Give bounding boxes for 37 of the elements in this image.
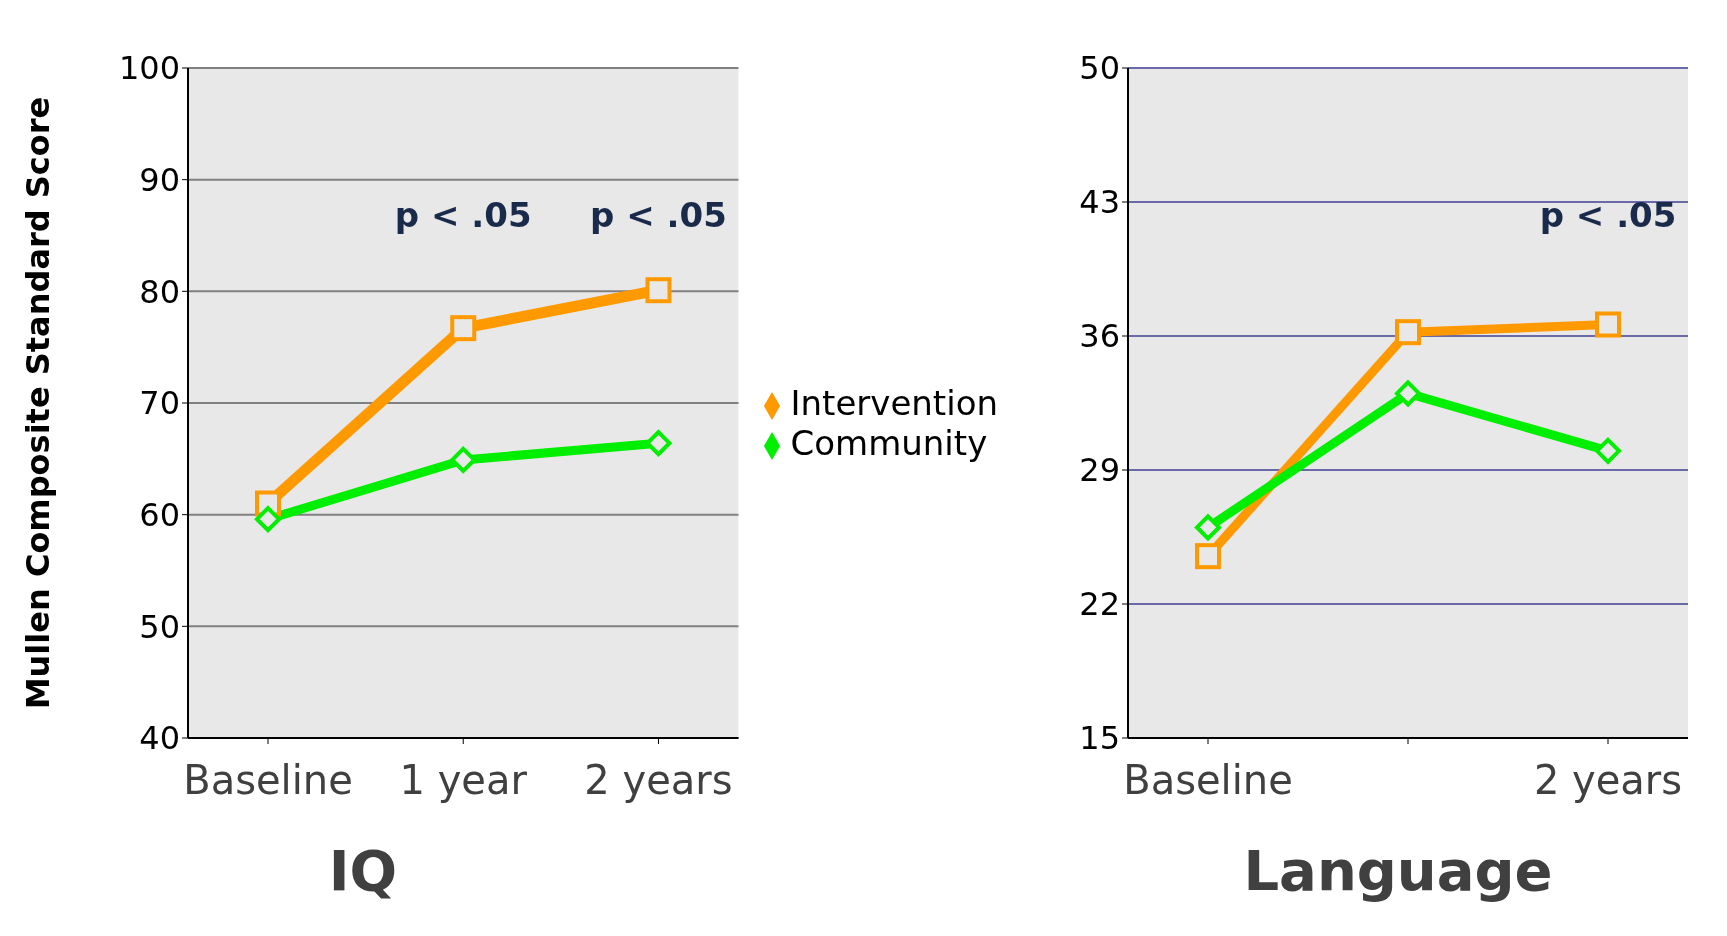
y-tick-label: 43 xyxy=(1079,183,1120,222)
annotation: p < .05 xyxy=(1539,195,1677,236)
legend-label: Community xyxy=(790,423,988,463)
y-tick-label: 70 xyxy=(139,384,180,423)
annotation: p < .05 xyxy=(394,195,532,236)
legend-label: Intervention xyxy=(790,383,998,423)
point xyxy=(1195,514,1221,541)
point xyxy=(1195,543,1221,570)
text: Language xyxy=(1242,838,1554,903)
y-tick-label: 40 xyxy=(139,719,180,758)
annotation: p < .05 xyxy=(590,195,727,236)
point xyxy=(645,430,672,457)
y-axis-title: Mullen Composite Standard Score xyxy=(19,96,58,710)
x-tick-label: Baseline xyxy=(1123,757,1293,804)
y-tick-label: 22 xyxy=(1079,585,1120,624)
y-tick-label: 36 xyxy=(1079,317,1120,356)
point xyxy=(1395,319,1421,346)
y-tick-label: 60 xyxy=(139,496,180,535)
x-tick-label: Baseline xyxy=(183,757,353,804)
x-tick-label: 2 years xyxy=(584,757,733,804)
text: IQ xyxy=(327,838,399,903)
y-tick-label: 15 xyxy=(1079,719,1120,758)
point xyxy=(645,277,672,304)
point xyxy=(255,506,281,533)
point xyxy=(1595,311,1621,338)
y-tick-label: 29 xyxy=(1079,451,1120,490)
y-tick-label: 80 xyxy=(139,272,180,311)
y-tick-label: 90 xyxy=(139,161,180,200)
point xyxy=(1595,437,1621,464)
y-tick-label: 50 xyxy=(1079,49,1120,88)
y-tick-label: 50 xyxy=(139,607,180,646)
point xyxy=(450,446,477,473)
x-tick-label: 1 year xyxy=(399,757,528,804)
x-tick-label: 2 years xyxy=(1533,757,1683,804)
point xyxy=(1395,380,1421,407)
y-tick-label: 100 xyxy=(118,49,180,88)
point xyxy=(450,315,477,342)
